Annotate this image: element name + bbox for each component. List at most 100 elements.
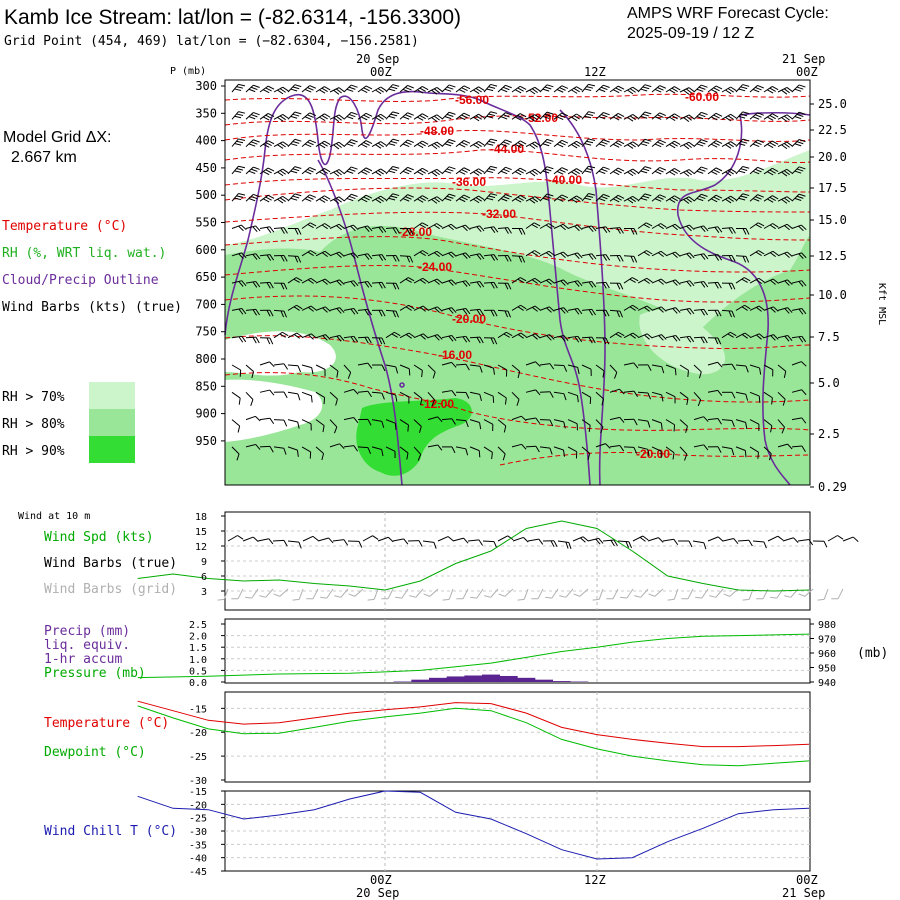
xsec-wind-barb: [791, 139, 806, 147]
xsec-wind-barb: [497, 254, 512, 262]
xsec-wind-barb: [385, 282, 400, 290]
temp-contour-40: [224, 177, 811, 193]
xsec-wind-barb: [763, 446, 772, 461]
wind-true-barb: [257, 538, 274, 545]
xsec-wind-barb: [301, 139, 317, 148]
xsec-wind-barb: [497, 227, 512, 234]
xsec-wind-barb: [441, 279, 457, 286]
xsec-wind-barb: [581, 391, 592, 405]
cloud-outline-2: [317, 159, 403, 486]
wind-true-barb: [437, 536, 454, 542]
xsec-wind-barb: [329, 443, 345, 449]
xsec-wind-barb: [567, 113, 583, 122]
temperature-labels: -56.00 -60.00 -52.00 -48.00 -44.00 -40.0…: [398, 90, 719, 461]
wind-panel-frame: [224, 511, 811, 611]
xsec-wind-barb: [595, 281, 610, 289]
legend-rh70: RH > 70%: [2, 390, 65, 405]
cross-section-frame: [224, 79, 811, 486]
xsec-wind-barb: [595, 337, 610, 345]
wind-grid-barb: [545, 588, 559, 599]
axis-tick-label: 980: [818, 620, 836, 631]
xsec-wind-barb: [763, 250, 779, 258]
axis-tick-label: 940: [818, 678, 836, 689]
xsec-wind-barb: [595, 364, 605, 378]
xsec-wind-barb: [791, 361, 807, 367]
xsec-wind-barb: [245, 308, 260, 316]
xsec-wind-barb: [623, 332, 639, 339]
xsec-wind-barb: [637, 111, 652, 120]
xsec-wind-barb: [329, 391, 338, 406]
xsec-wind-barb: [273, 114, 289, 122]
xsec-wind-barb: [245, 193, 260, 202]
xsec-wind-barb: [343, 166, 358, 175]
wind-true-barb: [632, 535, 649, 542]
xsec-wind-barb: [329, 364, 339, 378]
xsec-wind-barb: [651, 85, 667, 93]
wind-true-barb: [377, 536, 394, 543]
wind-true-barb: [527, 538, 544, 545]
pressure-unit: (mb): [857, 646, 888, 661]
xsec-wind-barb: [315, 364, 326, 377]
wind-true-barb: [722, 538, 739, 545]
top-time-3: 00Z: [796, 65, 818, 79]
wind-true-barb: [797, 538, 814, 546]
legend-rh: RH (%, WRT liq. wat.): [2, 246, 166, 261]
height-tick-label: 20.0: [818, 150, 847, 164]
xsec-wind-barb: [679, 419, 688, 433]
xsec-wind-barb: [441, 334, 457, 342]
wind-true-barb: [572, 536, 589, 543]
xsec-wind-barb: [651, 278, 667, 285]
xsec-wind-barb: [567, 364, 580, 375]
legend-wind-barbs: Wind Barbs (kts) (true): [2, 300, 182, 315]
xsec-wind-barb: [777, 419, 786, 434]
xsec-wind-barb: [651, 112, 667, 120]
xsec-wind-barb: [539, 278, 555, 285]
xsec-wind-barb: [511, 415, 527, 422]
bottom-time-3: 00Z: [796, 873, 818, 887]
xsec-wind-barb: [371, 168, 387, 177]
xsec-wind-barb: [301, 364, 314, 375]
xsec-wind-barb: [553, 112, 569, 121]
wind-true-barb: [422, 540, 437, 549]
xsec-wind-barb: [749, 84, 764, 93]
wind-grid-barb: [648, 588, 664, 597]
xsec-wind-barb: [693, 193, 708, 202]
xsec-wind-barb: [749, 391, 761, 403]
xsec-wind-barb: [721, 363, 736, 371]
xsec-wind-barb: [455, 194, 471, 203]
station-title: Kamb Ice Stream: lat/lon = (-82.6314, -1…: [4, 6, 461, 29]
temp-label-20: -20.00: [452, 312, 486, 326]
xsec-wind-barb: [581, 336, 596, 344]
wind-grid-barb: [367, 588, 379, 601]
xsec-wind-barb: [567, 391, 579, 403]
xsec-wind-barb: [553, 139, 569, 148]
wind-true-barb: [392, 538, 409, 545]
xsec-wind-barb: [567, 419, 578, 431]
dry-pocket-left: [225, 331, 336, 376]
xsec-wind-barb: [315, 391, 326, 405]
xsec-wind-barb: [413, 113, 429, 121]
xsec-wind-barb: [567, 86, 583, 94]
xsec-wind-barb: [539, 306, 555, 313]
xsec-wind-barb: [581, 83, 596, 93]
xsec-wind-barb: [567, 280, 583, 287]
wind-true-barb: [707, 536, 724, 542]
xsec-wind-barb: [455, 335, 471, 343]
xsec-wind-barb: [399, 194, 414, 202]
wind-grid-barb: [395, 588, 409, 599]
xsec-wind-barb: [539, 138, 554, 147]
forecast-cycle-label: AMPS WRF Forecast Cycle:: [627, 5, 829, 22]
xsec-wind-barb: [329, 169, 345, 177]
xsec-wind-barb: [553, 279, 569, 286]
xsec-wind-barb: [483, 309, 498, 317]
xsec-wind-barb: [707, 361, 723, 368]
xsec-wind-barb: [259, 112, 275, 121]
precip-bar: [429, 677, 447, 682]
pressure-legend: Pressure (mb): [44, 666, 146, 681]
wind-grid-barb: [606, 588, 619, 600]
xsec-wind-barb: [399, 255, 414, 263]
xsec-wind-barb: [581, 165, 596, 175]
xsec-wind-barb: [497, 309, 512, 318]
xsec-wind-barb: [301, 333, 317, 340]
xsec-wind-barb: [539, 391, 554, 398]
